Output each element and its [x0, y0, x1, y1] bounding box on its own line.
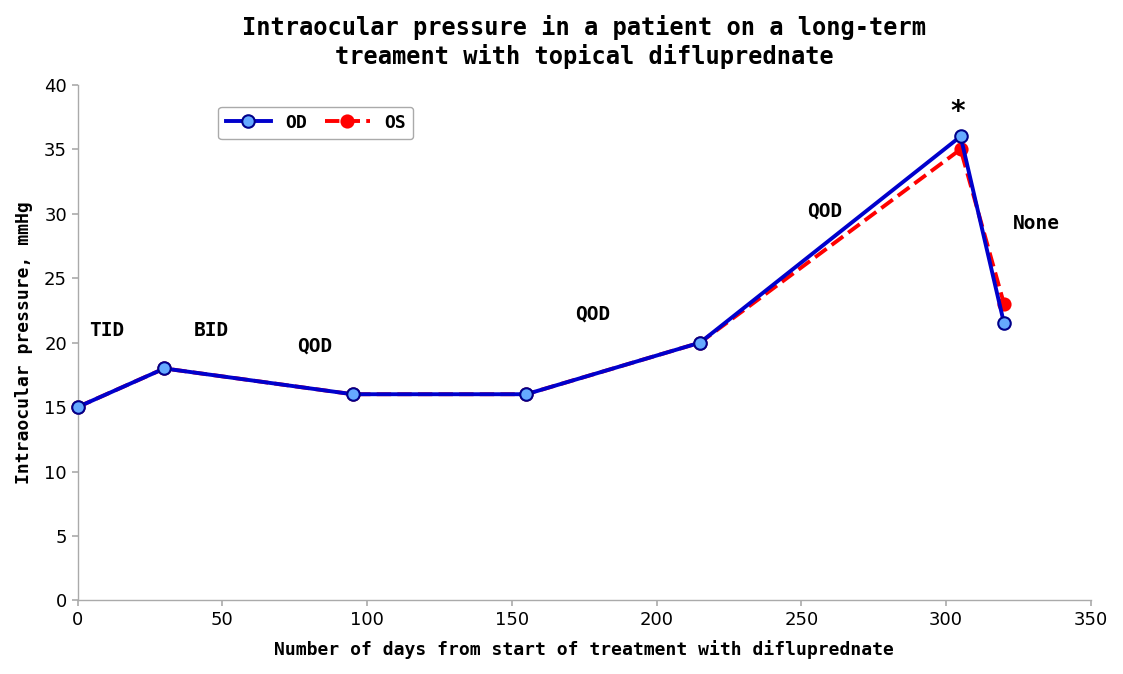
Text: *: *: [949, 98, 966, 126]
Text: QOD: QOD: [298, 336, 332, 356]
Y-axis label: Intraocular pressure, mmHg: Intraocular pressure, mmHg: [15, 202, 33, 484]
X-axis label: Number of days from start of treatment with difluprednate: Number of days from start of treatment w…: [274, 640, 894, 659]
Legend: OD, OS: OD, OS: [218, 106, 413, 140]
Text: QOD: QOD: [807, 202, 842, 220]
Text: TID: TID: [89, 321, 125, 340]
Text: None: None: [1013, 214, 1060, 233]
Text: QOD: QOD: [575, 305, 611, 324]
Text: BID: BID: [193, 321, 229, 340]
Title: Intraocular pressure in a patient on a long-term
treament with topical diflupred: Intraocular pressure in a patient on a l…: [243, 15, 926, 69]
